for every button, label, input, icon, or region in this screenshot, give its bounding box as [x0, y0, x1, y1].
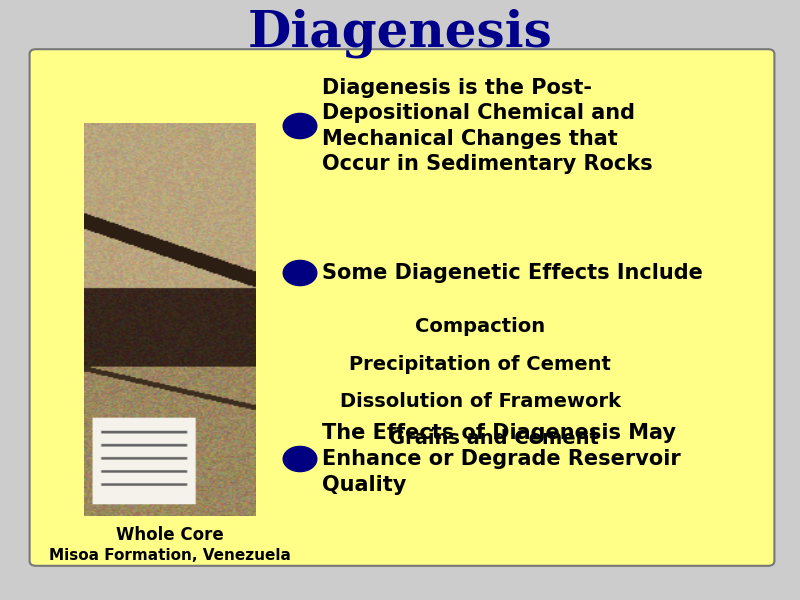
Circle shape — [283, 446, 317, 472]
Text: Whole Core: Whole Core — [116, 526, 224, 544]
Text: Some Diagenetic Effects Include: Some Diagenetic Effects Include — [322, 263, 702, 283]
Text: Diagenesis: Diagenesis — [248, 8, 552, 58]
Text: Misoa Formation, Venezuela: Misoa Formation, Venezuela — [49, 547, 291, 563]
Text: Carbonate
Cemented: Carbonate Cemented — [118, 251, 222, 293]
Circle shape — [283, 113, 317, 139]
Text: Precipitation of Cement: Precipitation of Cement — [349, 355, 611, 374]
Text: Compaction: Compaction — [415, 317, 545, 337]
FancyBboxPatch shape — [30, 49, 774, 566]
Circle shape — [283, 260, 317, 286]
Text: Grains and Cement: Grains and Cement — [362, 429, 598, 448]
Text: Dissolution of Framework: Dissolution of Framework — [339, 392, 621, 411]
Text: Oil
Stained: Oil Stained — [131, 350, 209, 391]
Text: Diagenesis is the Post-
Depositional Chemical and
Mechanical Changes that
Occur : Diagenesis is the Post- Depositional Che… — [322, 77, 652, 175]
Text: The Effects of Diagenesis May
Enhance or Degrade Reservoir
Quality: The Effects of Diagenesis May Enhance or… — [322, 424, 680, 494]
